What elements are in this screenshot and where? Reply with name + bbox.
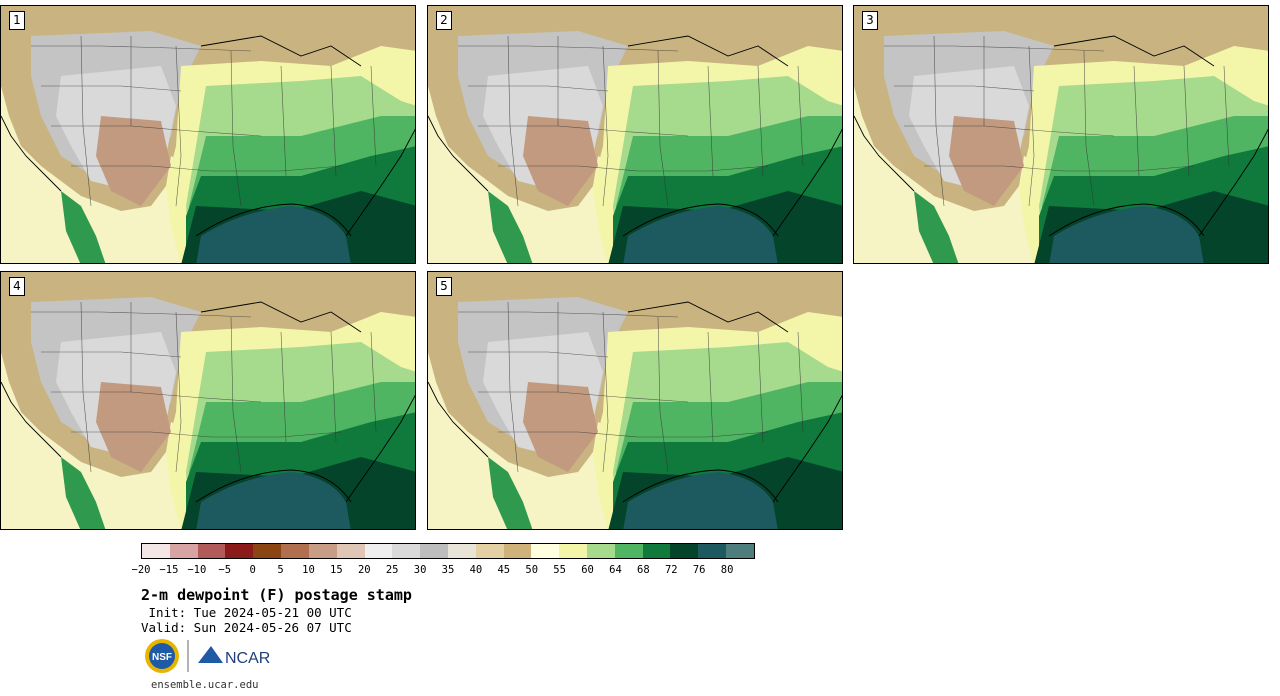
colorbar-swatch bbox=[336, 544, 365, 558]
colorbar-tick-label: 72 bbox=[664, 564, 678, 576]
colorbar-tick-label: 35 bbox=[441, 564, 455, 576]
colorbar-tick-label: 40 bbox=[469, 564, 483, 576]
colorbar-swatch bbox=[169, 544, 198, 558]
colorbar-swatch bbox=[142, 544, 170, 558]
ncar-logo-text: NCAR bbox=[225, 650, 270, 667]
colorbar-tick-label: −5 bbox=[218, 564, 232, 576]
colorbar-swatch bbox=[392, 544, 421, 558]
nsf-logo-text: NSF bbox=[152, 652, 172, 663]
colorbar-swatch bbox=[225, 544, 254, 558]
colorbar-swatch bbox=[420, 544, 448, 558]
init-time: Init: Tue 2024-05-21 00 UTC bbox=[141, 605, 352, 620]
colorbar-tick-label: 55 bbox=[553, 564, 566, 576]
colorbar-tick-label: 64 bbox=[609, 564, 622, 576]
colorbar-swatch bbox=[531, 544, 560, 558]
colorbar-tick-label: 5 bbox=[277, 564, 284, 576]
colorbar-tick-label: −15 bbox=[159, 564, 179, 576]
colorbar-tick-label: 20 bbox=[357, 564, 371, 576]
panel-number: 2 bbox=[436, 11, 452, 30]
colorbar-ticks: −20 −15 −10 −5 0 5 10 15 20 25 30 35 40 45 50 55 60 64 68 7… bbox=[132, 564, 755, 578]
colorbar-swatch bbox=[614, 544, 643, 558]
nsf-logo-icon: NSF bbox=[145, 639, 179, 673]
colorbar-swatch bbox=[281, 544, 309, 558]
map-panel-3[interactable]: 3 bbox=[853, 5, 1269, 264]
colorbar-tick-label: 80 bbox=[720, 564, 734, 576]
colorbar-tick-label: −10 bbox=[187, 564, 207, 576]
colorbar-swatch bbox=[447, 544, 476, 558]
colorbar-swatch bbox=[587, 544, 615, 558]
logos: NSF NCAR bbox=[143, 638, 283, 674]
map-panel-1[interactable]: 1 bbox=[0, 5, 416, 264]
colorbar-swatch bbox=[559, 544, 587, 558]
colorbar-swatch bbox=[503, 544, 532, 558]
dewpoint-map-3 bbox=[854, 6, 1268, 263]
page-title: 2-m dewpoint (F) postage stamp bbox=[141, 586, 412, 604]
colorbar-swatch bbox=[642, 544, 671, 558]
colorbar-tick-label: 30 bbox=[413, 564, 427, 576]
colorbar-swatch bbox=[475, 544, 504, 558]
map-panel-2[interactable]: 2 bbox=[427, 5, 843, 264]
colorbar-tick-label: −20 bbox=[131, 564, 151, 576]
colorbar bbox=[141, 543, 755, 559]
dewpoint-map-5 bbox=[428, 272, 842, 529]
site-url: ensemble.ucar.edu bbox=[151, 679, 259, 691]
colorbar-tick-label: 25 bbox=[385, 564, 399, 576]
colorbar-tick-label: 50 bbox=[525, 564, 539, 576]
colorbar-swatch bbox=[197, 544, 226, 558]
colorbar-tick-label: 45 bbox=[497, 564, 511, 576]
colorbar-swatch bbox=[308, 544, 337, 558]
colorbar-swatch bbox=[726, 544, 754, 558]
dewpoint-map-4 bbox=[1, 272, 415, 529]
panel-number: 1 bbox=[9, 11, 25, 30]
map-panel-4[interactable]: 4 bbox=[0, 271, 416, 530]
colorbar-tick-label: 15 bbox=[330, 564, 343, 576]
valid-time: Valid: Sun 2024-05-26 07 UTC bbox=[141, 620, 352, 635]
colorbar-swatch bbox=[253, 544, 282, 558]
map-panel-5[interactable]: 5 bbox=[427, 271, 843, 530]
panel-number: 5 bbox=[436, 277, 452, 296]
panel-number: 3 bbox=[862, 11, 878, 30]
colorbar-swatch bbox=[670, 544, 699, 558]
colorbar-tick-label: 68 bbox=[637, 564, 650, 576]
dewpoint-map-2 bbox=[428, 6, 842, 263]
panel-number: 4 bbox=[9, 277, 25, 296]
colorbar-swatch bbox=[364, 544, 393, 558]
ncar-logo-icon: NCAR bbox=[198, 646, 270, 667]
colorbar-tick-label: 10 bbox=[302, 564, 315, 576]
dewpoint-map-1 bbox=[1, 6, 415, 263]
colorbar-tick-label: 60 bbox=[581, 564, 594, 576]
colorbar-tick-label: 0 bbox=[249, 564, 256, 576]
colorbar-tick-label: 76 bbox=[692, 564, 706, 576]
colorbar-swatch bbox=[698, 544, 727, 558]
